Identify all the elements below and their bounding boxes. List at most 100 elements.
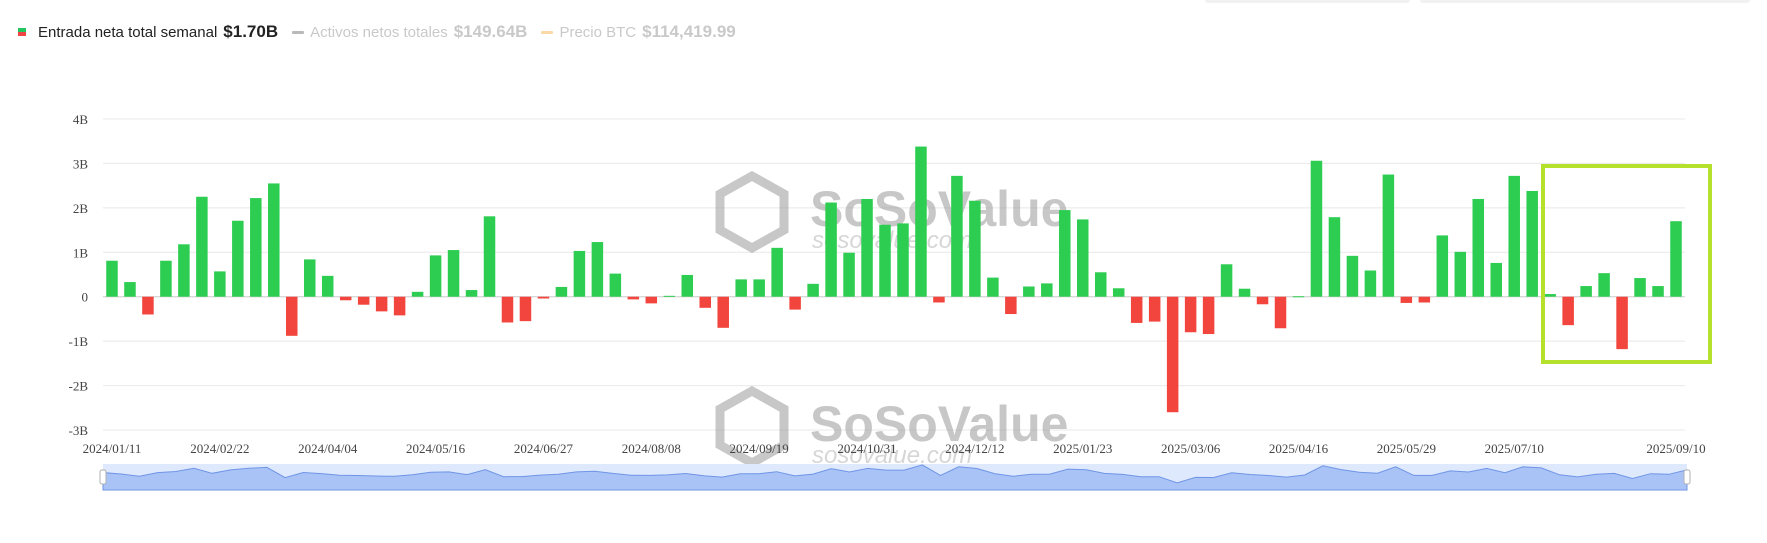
bar[interactable]: [789, 296, 801, 310]
bar[interactable]: [1094, 272, 1107, 297]
bar[interactable]: [286, 296, 298, 336]
bar[interactable]: [268, 183, 280, 297]
bar[interactable]: [519, 296, 532, 322]
bar[interactable]: [1562, 296, 1574, 326]
bar[interactable]: [843, 252, 855, 297]
bar[interactable]: [627, 296, 640, 300]
bar[interactable]: [142, 296, 154, 315]
bar[interactable]: [753, 279, 765, 297]
bar[interactable]: [987, 277, 999, 297]
bar[interactable]: [1580, 286, 1592, 297]
bar[interactable]: [501, 296, 514, 323]
bar[interactable]: [933, 296, 945, 303]
bar[interactable]: [1616, 296, 1628, 350]
bar[interactable]: [375, 296, 388, 312]
bar[interactable]: [861, 198, 873, 297]
bar[interactable]: [699, 296, 711, 308]
bar[interactable]: [897, 223, 909, 297]
bar[interactable]: [879, 224, 891, 297]
bar[interactable]: [214, 271, 226, 297]
bar[interactable]: [393, 296, 406, 316]
bar[interactable]: [357, 296, 370, 305]
bar[interactable]: [1112, 288, 1125, 297]
bar[interactable]: [1634, 278, 1646, 297]
legend-item-net-flow[interactable]: Entrada neta total semanal $1.70B: [18, 22, 278, 42]
bar[interactable]: [807, 283, 819, 297]
bar[interactable]: [573, 250, 586, 297]
bar[interactable]: [1598, 273, 1610, 297]
bar[interactable]: [232, 220, 244, 297]
navigator-handle-left[interactable]: [99, 469, 107, 485]
bar[interactable]: [1202, 296, 1215, 335]
bar[interactable]: [1220, 264, 1233, 297]
bar[interactable]: [1310, 160, 1323, 297]
bar[interactable]: [1238, 288, 1251, 297]
bar[interactable]: [1130, 296, 1143, 323]
bar[interactable]: [1490, 262, 1502, 297]
bar[interactable]: [1166, 296, 1179, 413]
bar[interactable]: [969, 200, 981, 297]
bar[interactable]: [681, 274, 694, 297]
bar[interactable]: [537, 296, 550, 299]
bar[interactable]: [1041, 283, 1053, 297]
bar[interactable]: [555, 286, 568, 297]
legend-item-btc-price[interactable]: Precio BTC $114,419.99: [541, 22, 736, 42]
bar[interactable]: [663, 295, 676, 297]
bar[interactable]: [1418, 296, 1431, 303]
top-chip-left: [1205, 0, 1410, 3]
bar[interactable]: [645, 296, 658, 304]
bar[interactable]: [1454, 251, 1467, 297]
bar[interactable]: [483, 216, 496, 297]
bar[interactable]: [339, 296, 352, 301]
bar[interactable]: [717, 296, 729, 328]
bar[interactable]: [411, 291, 424, 297]
bar[interactable]: [1059, 210, 1071, 297]
bar[interactable]: [1544, 294, 1556, 297]
navigator-handle-right[interactable]: [1683, 469, 1691, 485]
bar[interactable]: [771, 247, 783, 297]
bar[interactable]: [609, 273, 622, 297]
bar[interactable]: [1256, 296, 1269, 305]
bar[interactable]: [1670, 221, 1682, 297]
bar[interactable]: [447, 250, 460, 297]
bar[interactable]: [1652, 286, 1664, 297]
bar[interactable]: [321, 275, 334, 297]
bar[interactable]: [178, 244, 190, 297]
bar[interactable]: [465, 290, 478, 297]
bar[interactable]: [1023, 286, 1035, 297]
bar[interactable]: [1472, 198, 1485, 297]
bar[interactable]: [735, 279, 747, 297]
bar[interactable]: [106, 260, 118, 297]
x-tick-label: 2025/01/23: [1053, 441, 1112, 456]
bar[interactable]: [951, 175, 963, 297]
bar[interactable]: [1364, 270, 1377, 297]
bar[interactable]: [1400, 296, 1413, 303]
bar[interactable]: [160, 260, 172, 297]
bar[interactable]: [124, 282, 136, 297]
bar[interactable]: [1526, 190, 1538, 297]
y-tick-label: -1B: [69, 334, 89, 349]
bar[interactable]: [303, 259, 316, 297]
bar[interactable]: [1346, 255, 1359, 297]
bar[interactable]: [250, 198, 262, 297]
bar[interactable]: [915, 146, 927, 297]
bar[interactable]: [1148, 296, 1161, 322]
bar[interactable]: [1382, 174, 1395, 297]
range-navigator[interactable]: [99, 464, 1691, 491]
bar[interactable]: [1274, 296, 1287, 329]
bar[interactable]: [1328, 217, 1341, 297]
bar[interactable]: [1292, 296, 1305, 298]
bar[interactable]: [825, 202, 837, 297]
x-tick-label: 2025/04/16: [1269, 441, 1329, 456]
bar[interactable]: [196, 196, 208, 297]
bar[interactable]: [1436, 235, 1449, 297]
bar[interactable]: [429, 255, 442, 297]
bar[interactable]: [1508, 175, 1520, 297]
bar[interactable]: [1077, 219, 1089, 297]
bar[interactable]: [1184, 296, 1197, 333]
bar[interactable]: [591, 242, 604, 297]
legend-item-total-assets[interactable]: Activos netos totales $149.64B: [292, 22, 527, 42]
bar[interactable]: [1005, 296, 1017, 315]
